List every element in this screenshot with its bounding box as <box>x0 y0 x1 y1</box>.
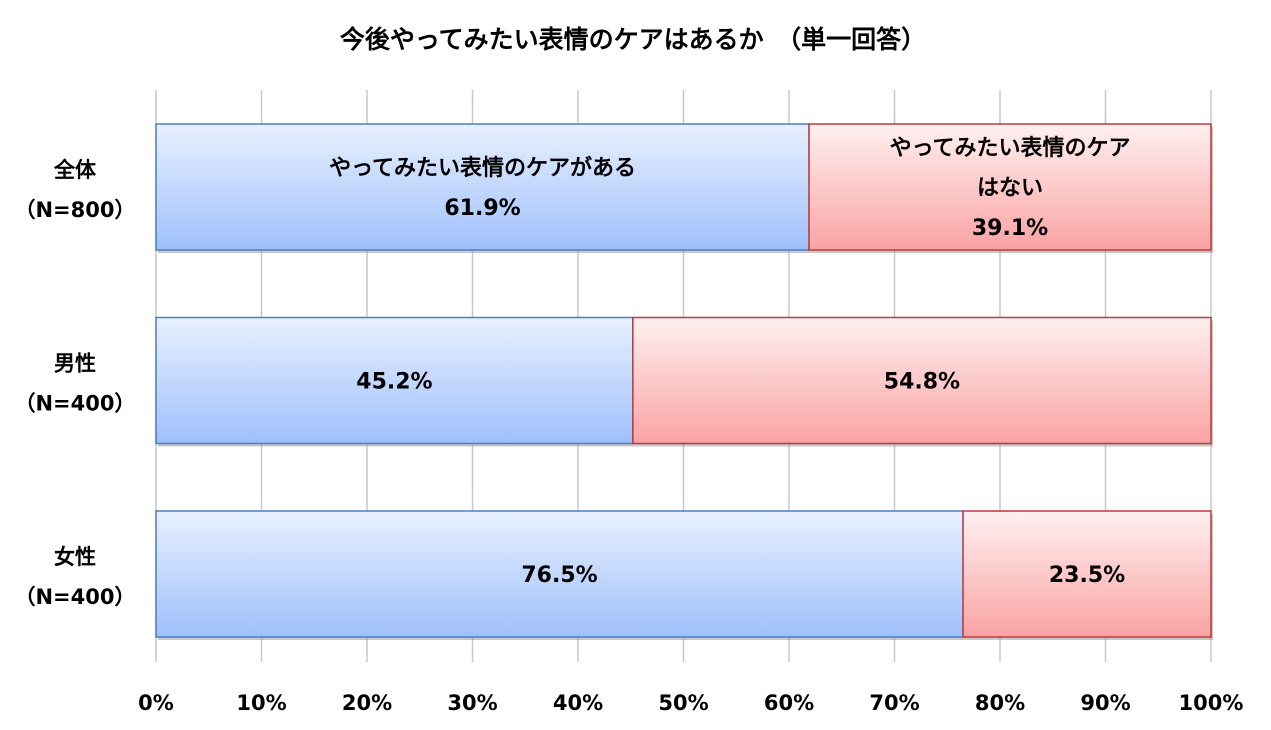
x-tick-label: 30% <box>447 691 497 715</box>
bar-series-label: やってみたい表情のケアがある <box>329 155 636 181</box>
category-n-label: （N=400） <box>14 392 135 416</box>
bar-value-label: 39.1% <box>972 216 1048 241</box>
bar-segment <box>808 123 1212 251</box>
bar-value-label: 54.8% <box>884 370 960 395</box>
bar-value-label: 61.9% <box>444 196 520 221</box>
x-tick-label: 50% <box>658 691 708 715</box>
bar-value-label: 23.5% <box>1049 563 1125 588</box>
x-tick-label: 20% <box>342 691 392 715</box>
x-tick-label: 10% <box>236 691 286 715</box>
x-tick-label: 100% <box>1179 691 1244 715</box>
category-label: 女性 <box>54 545 96 569</box>
x-tick-label: 80% <box>975 691 1025 715</box>
bar-segment <box>155 510 964 638</box>
bar-value-label: 76.5% <box>521 563 597 588</box>
bar-series-label: やってみたい表情のケア <box>890 135 1131 161</box>
bar-value-label: 45.2% <box>356 370 432 395</box>
x-tick-label: 40% <box>553 691 603 715</box>
bar-segment <box>155 316 634 445</box>
category-n-label: （N=800） <box>14 198 135 222</box>
x-tick-label: 60% <box>764 691 814 715</box>
x-tick-label: 90% <box>1080 691 1130 715</box>
category-label: 全体 <box>53 158 97 182</box>
x-axis-ticks: 0% 10% 20% 30% 40% 50% 60% 70% 80% 90% 100% <box>138 691 1243 715</box>
bar-series-label: はない <box>977 176 1043 201</box>
x-tick-label: 70% <box>869 691 919 715</box>
bar-segment <box>155 123 810 251</box>
category-n-label: （N=400） <box>14 585 135 609</box>
category-labels: 全体 （N=800） 男性 （N=400） 女性 （N=400） <box>14 158 135 609</box>
bar-segment <box>962 510 1212 638</box>
chart-title: 今後やってみたい表情のケアはあるか （単一回答） <box>340 25 926 54</box>
bar-segment <box>632 316 1212 445</box>
category-label: 男性 <box>54 352 96 376</box>
x-tick-label: 0% <box>138 691 174 715</box>
